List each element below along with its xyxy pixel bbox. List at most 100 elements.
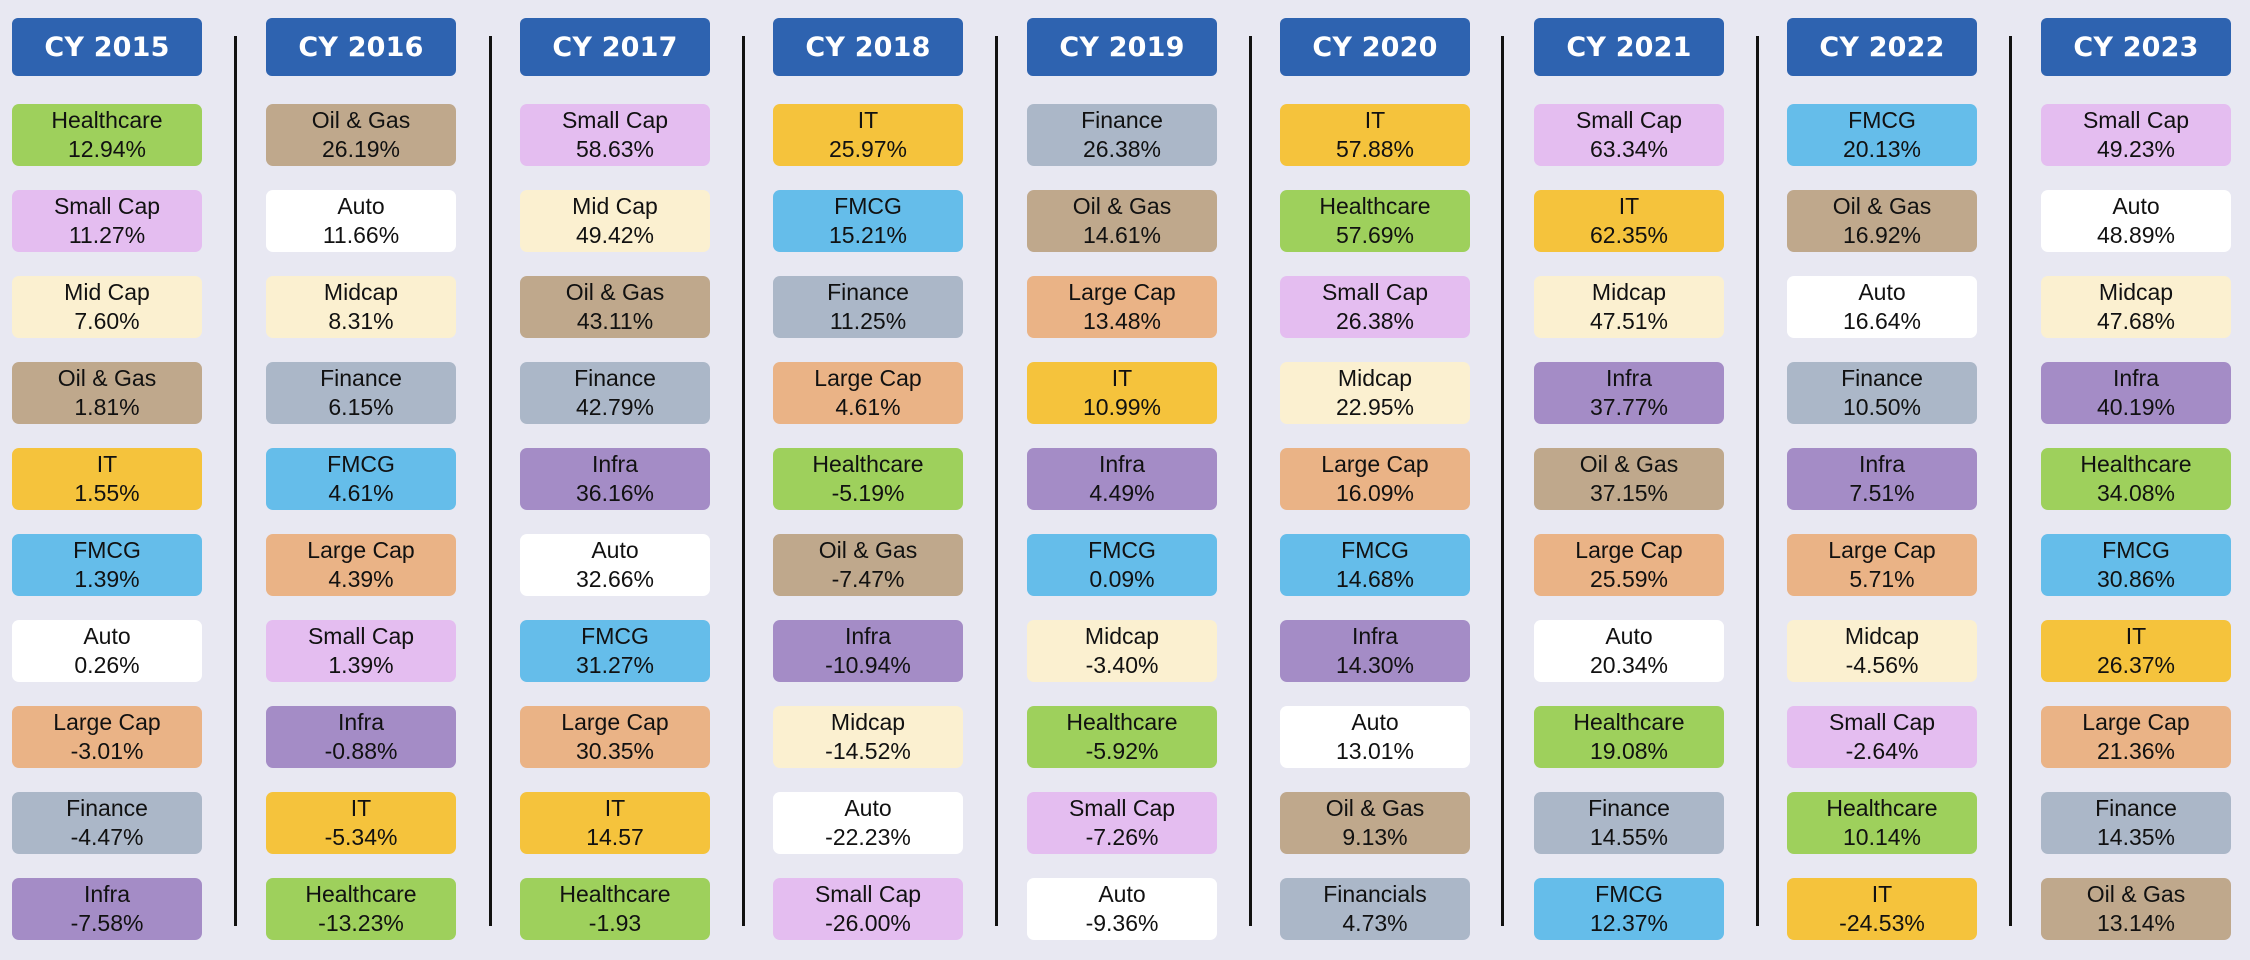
sector-tile: Financials 4.73% xyxy=(1280,878,1470,940)
sector-tile: Large Cap 13.48% xyxy=(1027,276,1217,338)
sector-name: Auto xyxy=(1098,881,1146,907)
sector-return: 30.86% xyxy=(2096,566,2175,592)
sector-name: IT xyxy=(857,107,879,133)
sector-name: Large Cap xyxy=(561,709,669,735)
sector-tile: Auto 48.89% xyxy=(2041,190,2231,252)
sector-tile: Auto -22.23% xyxy=(773,792,963,854)
sector-name: Oil & Gas xyxy=(2086,881,2186,907)
sector-name: FMCG xyxy=(1088,537,1156,563)
sector-return: 0.09% xyxy=(1089,566,1155,592)
sector-return: 11.27% xyxy=(68,222,146,248)
sector-return: 26.38% xyxy=(1082,136,1161,162)
sector-return: 11.66% xyxy=(322,222,400,248)
sector-return: 14.57 xyxy=(586,824,644,850)
sector-return: -7.47% xyxy=(831,566,905,592)
sector-tile: Oil & Gas 26.19% xyxy=(266,104,456,166)
sector-return: -24.53% xyxy=(1839,910,1925,936)
sector-tile: Infra 36.16% xyxy=(520,448,710,510)
sector-tile: Midcap -3.40% xyxy=(1027,620,1217,682)
sector-return: 14.55% xyxy=(1589,824,1668,850)
sector-name: Oil & Gas xyxy=(1832,193,1932,219)
sector-tile: Healthcare 12.94% xyxy=(12,104,202,166)
sector-tile: Infra 14.30% xyxy=(1280,620,1470,682)
sector-return: 57.69% xyxy=(1335,222,1414,248)
sector-tile: Oil & Gas 14.61% xyxy=(1027,190,1217,252)
sector-name: Mid Cap xyxy=(572,193,658,219)
sector-return: 58.63% xyxy=(575,136,654,162)
sector-tile: Auto 16.64% xyxy=(1787,276,1977,338)
sector-tile: FMCG 20.13% xyxy=(1787,104,1977,166)
sector-name: Infra xyxy=(2112,365,2160,391)
sector-name: FMCG xyxy=(327,451,395,477)
sector-tile: FMCG 30.86% xyxy=(2041,534,2231,596)
sector-name: Large Cap xyxy=(1068,279,1176,305)
sector-name: Small Cap xyxy=(1068,795,1176,821)
sector-return: 36.16% xyxy=(575,480,654,506)
sector-return: 37.15% xyxy=(1589,480,1668,506)
sector-tile: Finance 6.15% xyxy=(266,362,456,424)
sector-tile: FMCG 12.37% xyxy=(1534,878,1724,940)
sector-name: Midcap xyxy=(1337,365,1413,391)
sector-name: Oil & Gas xyxy=(1325,795,1425,821)
sector-tile: Oil & Gas 9.13% xyxy=(1280,792,1470,854)
sector-return: 1.39% xyxy=(328,652,394,678)
sector-tile: Small Cap -2.64% xyxy=(1787,706,1977,768)
sector-return: 16.64% xyxy=(1842,308,1921,334)
sector-tile: Large Cap 30.35% xyxy=(520,706,710,768)
sector-name: Large Cap xyxy=(2082,709,2190,735)
sector-name: Infra xyxy=(1351,623,1399,649)
sector-tile: FMCG 4.61% xyxy=(266,448,456,510)
sector-name: Oil & Gas xyxy=(57,365,157,391)
sector-tile: Healthcare 19.08% xyxy=(1534,706,1724,768)
sector-name: Small Cap xyxy=(1828,709,1936,735)
sector-tile: Finance 14.35% xyxy=(2041,792,2231,854)
sector-tile: Finance 26.38% xyxy=(1027,104,1217,166)
sector-name: Finance xyxy=(1081,107,1163,133)
sector-return: 1.55% xyxy=(74,480,140,506)
sector-name: IT xyxy=(1111,365,1133,391)
sector-name: Finance xyxy=(2095,795,2177,821)
sector-tile: Small Cap 63.34% xyxy=(1534,104,1724,166)
sector-tile: IT 62.35% xyxy=(1534,190,1724,252)
sector-tile: Healthcare 34.08% xyxy=(2041,448,2231,510)
sector-name: Healthcare xyxy=(1066,709,1178,735)
sector-return: 20.34% xyxy=(1589,652,1668,678)
sector-return: 5.71% xyxy=(1849,566,1915,592)
sector-tile: Auto -9.36% xyxy=(1027,878,1217,940)
sector-name: Finance xyxy=(574,365,656,391)
sector-name: Large Cap xyxy=(1828,537,1936,563)
sector-return: -3.40% xyxy=(1085,652,1159,678)
sector-tile: IT -24.53% xyxy=(1787,878,1977,940)
sector-tile: Midcap 8.31% xyxy=(266,276,456,338)
sector-tile: Small Cap -7.26% xyxy=(1027,792,1217,854)
sector-return: -1.93 xyxy=(588,910,642,936)
sector-name: FMCG xyxy=(1848,107,1916,133)
sector-return: -5.19% xyxy=(831,480,905,506)
sector-tile: Mid Cap 49.42% xyxy=(520,190,710,252)
sector-return: -10.94% xyxy=(825,652,911,678)
sector-name: Oil & Gas xyxy=(1579,451,1679,477)
sector-return: 47.68% xyxy=(2096,308,2175,334)
sector-return: 63.34% xyxy=(1589,136,1668,162)
sector-tile: Infra -0.88% xyxy=(266,706,456,768)
sector-tile: Auto 20.34% xyxy=(1534,620,1724,682)
sector-name: Large Cap xyxy=(1575,537,1683,563)
sector-tile: IT -5.34% xyxy=(266,792,456,854)
sector-return: 31.27% xyxy=(575,652,654,678)
sector-name: Healthcare xyxy=(51,107,163,133)
sector-tile: Oil & Gas -7.47% xyxy=(773,534,963,596)
sector-name: FMCG xyxy=(581,623,649,649)
sector-return: 4.39% xyxy=(328,566,394,592)
sector-tile: Small Cap 1.39% xyxy=(266,620,456,682)
column-divider xyxy=(2009,36,2012,926)
sector-name: Large Cap xyxy=(53,709,161,735)
sector-tile: Large Cap 4.39% xyxy=(266,534,456,596)
sector-tile: Small Cap -26.00% xyxy=(773,878,963,940)
sector-return: -5.34% xyxy=(324,824,398,850)
sector-return: 14.61% xyxy=(1082,222,1161,248)
sector-name: Auto xyxy=(2112,193,2160,219)
column-divider xyxy=(1501,36,1504,926)
sector-tile: Finance 10.50% xyxy=(1787,362,1977,424)
sector-return: -14.52% xyxy=(825,738,911,764)
sector-name: Oil & Gas xyxy=(311,107,411,133)
